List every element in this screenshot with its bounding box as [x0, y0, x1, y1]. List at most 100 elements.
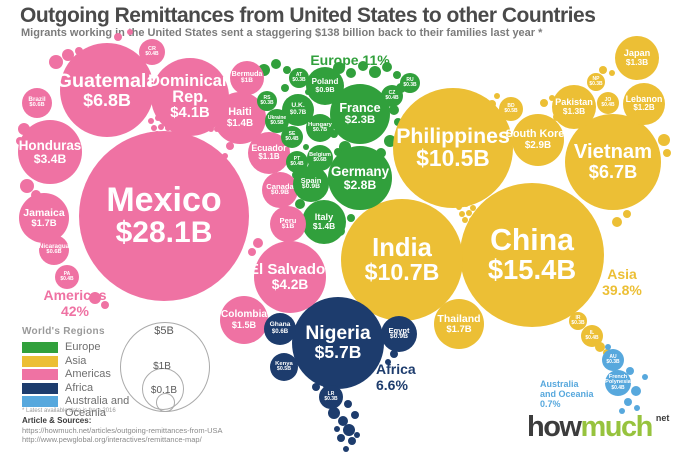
bubble-value-label: $0.3B [403, 82, 417, 88]
filler-bubble [382, 62, 392, 72]
bubble-country-label: Vietnam [573, 141, 653, 164]
bubble-country-label: Japan [623, 48, 651, 59]
filler-bubble [346, 68, 356, 78]
bubble-el-salvador: El Salvador $4.2B [249, 241, 331, 313]
bubble-south-korea: South Korea $2.9B [506, 114, 570, 166]
bubble-country-label: Pakistan [555, 97, 593, 108]
bubble-cz: CZ $0.4B [381, 85, 403, 107]
howmuch-logo: howmuch net [527, 413, 669, 442]
bubble-value-label: $0.9B [270, 189, 290, 197]
bubble-country-label: Italy [314, 212, 334, 223]
bubble-jamaica: Jamaica $1.7B [19, 193, 69, 243]
filler-bubble [89, 292, 101, 304]
bubble-value-label: $0.4B [285, 136, 299, 142]
filler-bubble [151, 125, 157, 131]
bubble-country-label: U.K. [291, 102, 305, 110]
bubble-value-label: $4.1B [170, 105, 210, 122]
bubble-mexico: Mexico $28.1B [79, 131, 249, 301]
filler-bubble [337, 434, 345, 442]
bubble-value-label: $10.5B [416, 145, 490, 172]
bubble-country-label: Guatemala [56, 69, 158, 92]
bubble-country-label: Ukraine [267, 114, 287, 121]
bubble-lebanon: Lebanon $1.2B [623, 83, 665, 125]
legend-row-asia: Asia [22, 355, 147, 368]
filler-bubble [549, 95, 555, 101]
bubble-country-label: French Polynesia [605, 373, 631, 386]
bubble-country-label: LR [327, 390, 335, 397]
filler-bubble [127, 29, 133, 35]
filler-bubble [148, 118, 154, 124]
filler-bubble [494, 93, 500, 99]
bubble-country-label: Poland [311, 77, 339, 87]
bubble-cr: CR $0.4B [139, 39, 165, 65]
bubble-value-label: $0.9B [301, 183, 321, 191]
bubble-country-label: NP [592, 75, 600, 82]
legend-swatch-australia-and-oceania [22, 396, 58, 408]
bubble-country-label: China [490, 223, 574, 257]
bubble-country-label: CR [148, 45, 156, 52]
bubble-value-label: $2.9B [524, 139, 552, 151]
bubble-country-label: Colombia [221, 309, 267, 321]
bubble-value-label: $15.4B [487, 254, 577, 286]
bubble-country-label: Haiti [228, 106, 252, 119]
bubble-value-label: $1B [281, 223, 295, 231]
filler-bubble [385, 359, 391, 365]
bubble-philippines: Philippines $10.5B [393, 88, 513, 208]
bubble-value-label: $0.3B [324, 396, 338, 402]
bubble-bd: BD $0.5B [499, 97, 523, 121]
bubble-country-label: Ghana [269, 321, 291, 329]
bubble-value-label: $0.7B [312, 127, 328, 134]
filler-bubble [295, 199, 305, 209]
legend-swatch-asia [22, 355, 58, 367]
bubble-vietnam: Vietnam $6.7B [565, 114, 661, 210]
filler-bubble [101, 301, 109, 309]
bubble-value-label: $1.2B [633, 103, 655, 113]
filler-bubble [609, 70, 615, 76]
filler-bubble [283, 66, 291, 74]
filler-bubble [605, 344, 611, 350]
bubble-country-label: Bermuda [231, 70, 263, 79]
filler-bubble [281, 84, 289, 92]
filler-bubble [158, 124, 164, 130]
bubble-value-label: $0.3B [589, 81, 603, 87]
bubble-value-label: $1.7B [31, 217, 57, 229]
filler-bubble [312, 383, 320, 391]
legend-swatch-africa [22, 382, 58, 394]
sources-heading: Article & Sources: [22, 416, 92, 425]
filler-bubble [634, 405, 640, 411]
filler-bubble [599, 66, 607, 74]
filler-bubble [253, 238, 263, 248]
source-url-2: http://www.pewglobal.org/interactives/re… [22, 435, 202, 444]
filler-bubble [470, 205, 476, 211]
bubble-country-label: PA [63, 270, 71, 277]
bubble-jo: JO $0.4B [597, 92, 619, 114]
bubble-country-label: RS [263, 94, 271, 101]
bubble-country-label: India [372, 234, 432, 263]
size-scale-circle-01b [156, 393, 175, 412]
filler-bubble [338, 416, 348, 426]
bubble-ecuador: Ecuador $1.1B [248, 132, 290, 174]
bubble-country-label: Ecuador [251, 143, 287, 154]
filler-bubble [248, 248, 256, 256]
bubble-value-label: $10.7B [364, 259, 440, 286]
bubble-country-label: France [339, 100, 381, 115]
bubble-value-label: $1B [241, 77, 253, 85]
filler-bubble [663, 149, 671, 157]
bubble-rs: RS $0.3B [257, 91, 277, 111]
filler-bubble [344, 400, 352, 408]
bubble-value-label: $0.4B [385, 95, 399, 101]
bubble-egypt: Egypt $0.9B [381, 316, 417, 352]
legend-swatch-americas [22, 369, 58, 381]
legend-row-africa: Africa [22, 382, 147, 395]
bubble-se: SE $0.4B [281, 126, 303, 148]
bubble-country-label: Honduras [18, 137, 82, 153]
filler-bubble [462, 217, 468, 223]
bubble-country-label: IL [589, 329, 595, 336]
filler-bubble [226, 142, 234, 150]
bubble-canada: Canada $0.9B [262, 172, 298, 208]
bubble-china: China $15.4B [460, 183, 604, 327]
bubble-country-label: BD [507, 102, 515, 109]
filler-bubble [369, 66, 381, 78]
page-title: Outgoing Remittances from United States … [20, 4, 596, 27]
